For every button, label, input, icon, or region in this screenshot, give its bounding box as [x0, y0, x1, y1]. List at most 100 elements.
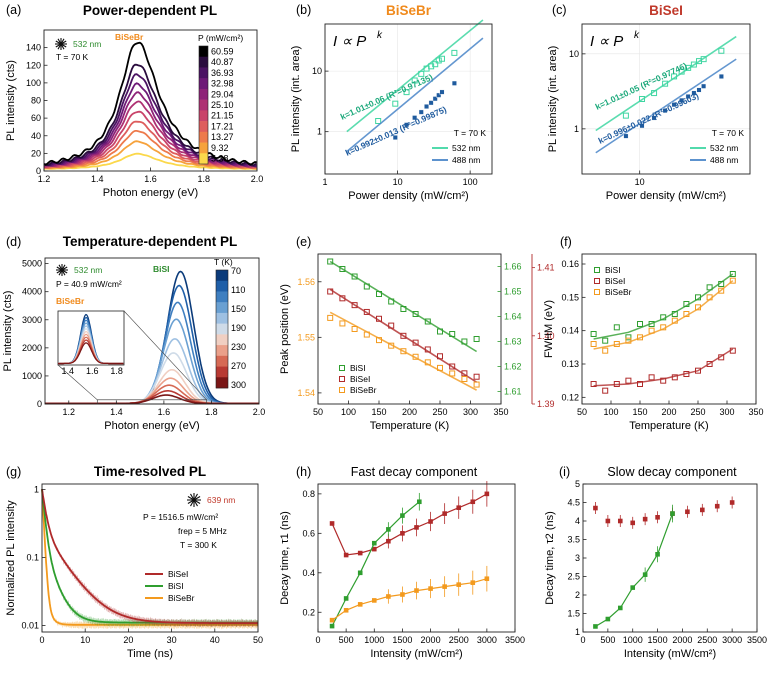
data-point: [357, 550, 363, 556]
y-tick-label: 3: [575, 553, 580, 563]
y-tick-label: 0.2: [302, 607, 315, 617]
laser-ray: [190, 499, 195, 507]
colorbar-frame: [198, 45, 209, 165]
colorbar-label: 32.98: [211, 79, 234, 89]
data-point-488: [436, 92, 442, 98]
y-tick-label: 1.54: [297, 388, 315, 398]
y-tick-label: 1.5: [567, 609, 580, 619]
y-tick-label: 0.01: [21, 620, 39, 630]
colorbar-label: 70: [231, 266, 241, 276]
data-point-532: [418, 70, 425, 77]
data-point: [456, 505, 462, 510]
legend-label: 532 nm: [710, 143, 738, 153]
laser-label-g: 639 nm: [207, 495, 235, 505]
data-point: [343, 596, 349, 601]
pl-spectrum-curve: [45, 394, 259, 405]
data-point-532: [651, 90, 658, 97]
x-tick-label: 1.2: [38, 174, 51, 184]
data-point: [637, 321, 643, 327]
colorbar-segment: [216, 355, 228, 367]
data-point-488: [651, 115, 657, 121]
y-tick-label: 1000: [22, 371, 42, 381]
data-point-532: [403, 89, 410, 96]
fit-line: [595, 58, 737, 154]
data-point-488: [428, 100, 434, 106]
x-tick-label: 150: [371, 407, 386, 417]
x-tick-label: 1.8: [205, 407, 218, 417]
x-tick-label: 350: [493, 407, 508, 417]
colorbar-segment: [216, 345, 228, 357]
data-point: [473, 336, 480, 342]
x-tick-label: 1500: [392, 635, 412, 645]
plot-frame-g: [41, 483, 259, 633]
inset-connector: [123, 310, 207, 400]
data-point: [613, 324, 620, 331]
colorbar-label: 17.21: [211, 121, 234, 131]
colorbar-segment: [199, 131, 208, 143]
data-point: [327, 288, 334, 295]
colorbar-label: 300: [231, 380, 246, 390]
data-point: [449, 331, 456, 337]
data-point: [388, 342, 395, 349]
data-point-488: [392, 135, 398, 140]
data-point: [706, 361, 713, 367]
colorbar-segment: [216, 291, 228, 303]
fit-curve: [593, 273, 734, 340]
x-tick-label: 100: [463, 177, 478, 187]
temperature-label-c: T = 70 K: [712, 128, 745, 138]
x-tick-label: 3000: [477, 635, 497, 645]
laser-star-icon: [187, 493, 201, 507]
panel-letter-a: (a): [6, 3, 21, 17]
data-point: [625, 334, 632, 341]
x-tick-label: 1: [322, 177, 327, 187]
colorbar-label: 40.87: [211, 57, 234, 67]
pl-spectrum-curve: [43, 41, 257, 166]
legend-marker: [339, 365, 345, 371]
inset-tick-label: 1.6: [86, 366, 99, 376]
y-tick-label: 3000: [22, 315, 42, 325]
colorbar-frame: [215, 269, 229, 389]
data-point: [357, 570, 363, 576]
plot-frame-c: [581, 23, 751, 175]
x-tick-label: 10: [635, 177, 645, 187]
data-point: [660, 324, 667, 331]
data-point-488: [451, 80, 457, 86]
x-tick-label: 50: [313, 407, 323, 417]
data-point: [625, 377, 632, 384]
data-point-532: [662, 80, 669, 87]
y-axis-label: Decay time, τ1 (ns): [279, 511, 291, 605]
x-axis-label: Photon energy (eV): [104, 420, 199, 432]
power-law-equation: I ∝ P: [590, 33, 623, 50]
data-point: [630, 520, 636, 526]
x-tick-label: 20: [123, 635, 133, 645]
x-tick-label: 100: [341, 407, 356, 417]
y-tick-label-right2: 1.41: [537, 263, 555, 273]
power-law-exponent: k: [377, 30, 383, 41]
data-point: [417, 499, 422, 505]
data-point-488: [679, 97, 685, 103]
data-point: [602, 387, 609, 394]
data-point: [695, 304, 701, 311]
x-tick-label: 2.0: [253, 407, 266, 417]
data-point: [683, 301, 690, 307]
x-tick-label: 50: [577, 407, 587, 417]
colorbar-segment: [216, 280, 228, 292]
laser-ray: [61, 266, 68, 271]
x-tick-label: 1000: [623, 635, 643, 645]
data-point: [655, 552, 660, 557]
colorbar-label: 13.27: [211, 132, 234, 142]
data-point: [461, 370, 468, 377]
data-point: [613, 381, 620, 387]
panel-letter-f: (f): [560, 235, 572, 249]
x-tick-label: 1500: [648, 635, 668, 645]
temperature-label-a: T = 70 K: [56, 52, 89, 62]
data-point: [461, 338, 468, 345]
data-point: [648, 327, 655, 334]
panel-title-b: BiSeBr: [386, 3, 432, 18]
legend-marker: [594, 289, 600, 295]
data-point: [428, 519, 433, 524]
y-tick-label: 4: [575, 516, 580, 526]
y-tick-label: 0.15: [561, 292, 579, 302]
laser-label-a: 532 nm: [73, 39, 101, 49]
data-point: [343, 552, 349, 558]
